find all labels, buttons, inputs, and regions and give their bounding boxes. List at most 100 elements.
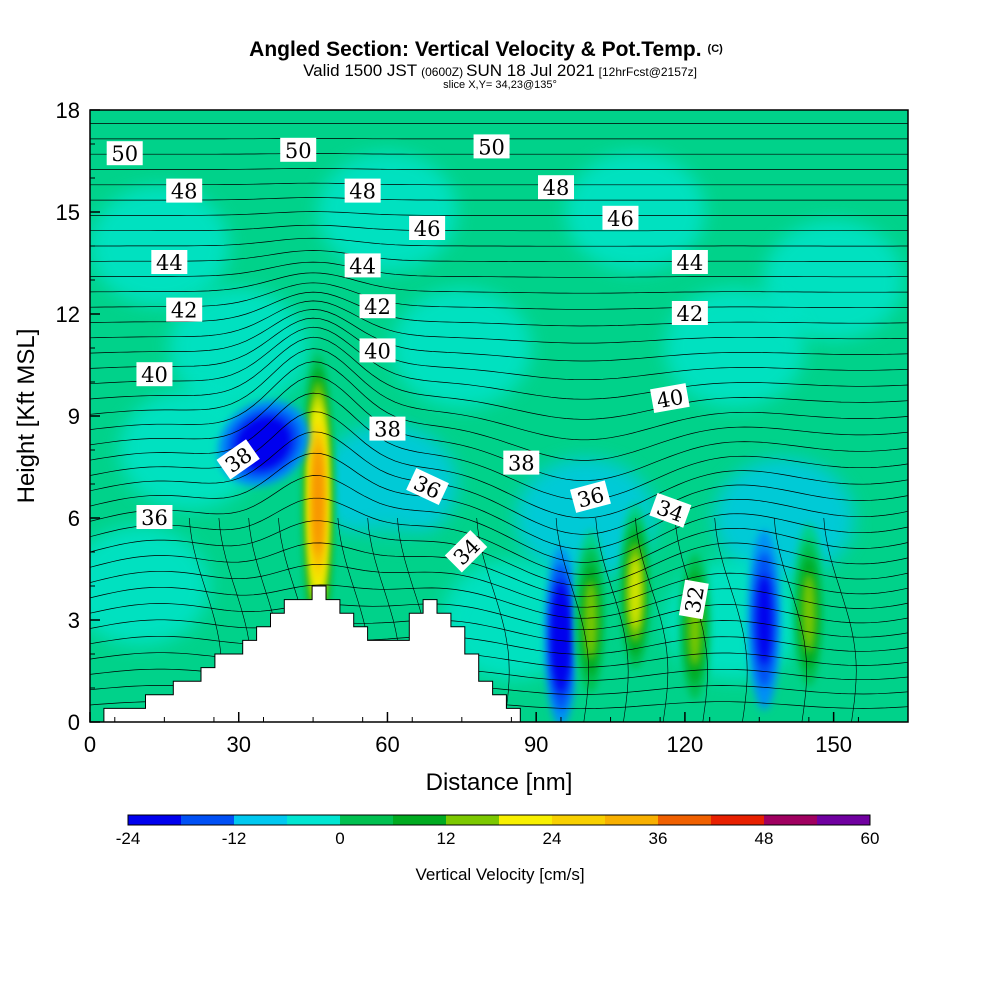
colorbar-swatch	[340, 815, 394, 825]
y-axis: 0 3 6 9 12 15 18	[56, 98, 100, 735]
theta-contour	[90, 542, 908, 597]
theta-label: 44	[671, 250, 708, 275]
svg-text:44: 44	[156, 251, 183, 275]
potential-temperature-contours	[90, 123, 908, 722]
theta-label: 38	[369, 416, 406, 442]
theta-contour	[90, 282, 908, 310]
theta-label: 40	[359, 338, 396, 363]
theta-contour	[90, 336, 908, 420]
theta-contour	[90, 431, 908, 535]
x-tick-label: 0	[84, 732, 96, 757]
theta-contour	[90, 168, 908, 170]
svg-text:50: 50	[111, 142, 138, 166]
theta-contour	[90, 250, 908, 263]
theta-contour	[90, 635, 908, 655]
colorbar-tick-label: -12	[222, 829, 247, 848]
colorbar-swatch	[764, 815, 818, 825]
theta-contour	[555, 517, 589, 722]
theta-contour	[90, 182, 908, 186]
svg-text:38: 38	[374, 418, 401, 442]
colorbar-tick-label: 24	[543, 829, 562, 848]
colorbar-swatch	[499, 815, 553, 825]
theta-label: 50	[473, 134, 510, 159]
theta-contour	[674, 517, 708, 722]
colorbar-frame	[127, 814, 871, 826]
theta-label: 48	[538, 175, 575, 200]
colorbar-tick-label: 48	[755, 829, 774, 848]
y-tick-label: 9	[68, 404, 80, 429]
theta-contour	[90, 237, 908, 247]
theta-contour	[90, 197, 908, 201]
y-tick-label: 6	[68, 506, 80, 531]
colorbar-swatch	[128, 815, 182, 825]
theta-label: 50	[280, 137, 317, 163]
svg-text:46: 46	[607, 207, 634, 231]
svg-text:32: 32	[681, 584, 709, 614]
theta-label: 40	[650, 383, 690, 413]
theta-label: 42	[359, 294, 396, 319]
x-axis: 0 30 60 90 120 150	[84, 712, 859, 757]
theta-contour	[90, 261, 908, 278]
chart-title: Angled Section: Vertical Velocity & Pot.…	[249, 38, 723, 61]
colorbar-swatch	[287, 815, 341, 825]
field-patch	[391, 288, 532, 408]
theta-contour	[90, 619, 908, 643]
svg-text:44: 44	[676, 251, 703, 275]
theta-label: 46	[602, 205, 639, 231]
x-tick-label: 60	[375, 732, 399, 757]
theta-contour	[90, 392, 908, 501]
svg-text:40: 40	[655, 385, 685, 413]
theta-label: 46	[409, 216, 446, 241]
field-patch	[90, 526, 210, 646]
colorbar-swatch	[817, 815, 871, 825]
theta-contour	[90, 563, 908, 608]
theta-contour	[90, 497, 908, 575]
theta-label: 48	[166, 178, 203, 204]
slice-info: slice X,Y= 34,23@135°	[443, 79, 557, 91]
theta-label: 32	[678, 579, 709, 620]
y-tick-label: 12	[56, 302, 80, 327]
y-tick-label: 3	[68, 608, 80, 633]
colorbar-tick-label: 60	[861, 829, 880, 848]
colorbar-label: Vertical Velocity [cm/s]	[415, 865, 584, 884]
field-patch	[714, 458, 855, 578]
field-patch	[119, 390, 260, 510]
theta-label: 42	[671, 301, 708, 326]
svg-text:50: 50	[285, 139, 312, 163]
theta-label: 38	[216, 439, 260, 480]
theta-contour	[90, 361, 908, 461]
contour-labels: 50 50 50 48 48 48 46 46 44 44 44 42 42 42 40 40 40 38 38 38…	[106, 134, 709, 620]
theta-contour	[90, 272, 908, 294]
x-tick-label: 120	[667, 732, 704, 757]
colorbar-swatch	[658, 815, 712, 825]
theta-contour	[90, 224, 908, 232]
svg-text:42: 42	[171, 299, 198, 323]
x-tick-label: 30	[226, 732, 250, 757]
svg-text:50: 50	[478, 135, 505, 159]
y-tick-label: 15	[56, 200, 80, 225]
theta-contour	[90, 348, 908, 441]
theta-contour	[90, 452, 908, 550]
field-patch	[168, 288, 309, 408]
colorbar-tick-label: 36	[649, 829, 668, 848]
colorbar-tick-label: 12	[437, 829, 456, 848]
y-tick-label: 18	[56, 98, 80, 123]
colorbar-swatch	[234, 815, 288, 825]
theta-label: 42	[166, 297, 203, 323]
terrain	[90, 585, 908, 722]
theta-contour	[90, 326, 908, 400]
theta-contour	[714, 517, 748, 722]
velocity-cell	[544, 547, 577, 722]
colorbar-swatch	[605, 815, 659, 825]
colorbar: -24 -12 0 12 24 36 48 60	[116, 814, 880, 848]
theta-contour	[90, 520, 908, 586]
theta-contour	[90, 291, 908, 327]
x-tick-label: 90	[524, 732, 548, 757]
theta-contour	[90, 475, 908, 563]
theta-contour	[595, 517, 629, 722]
theta-contour	[90, 309, 908, 362]
y-axis-label: Height [Kft MSL]	[13, 329, 40, 504]
theta-label: 36	[136, 505, 173, 530]
y-tick-label: 0	[68, 710, 80, 735]
